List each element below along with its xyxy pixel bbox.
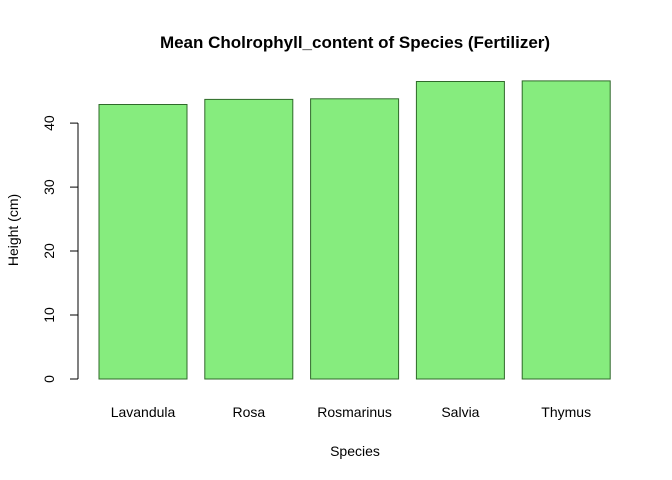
x-tick-labels: Lavandula Rosa Rosmarinus Salvia Thymus bbox=[111, 404, 591, 420]
y-axis-label: Height (cm) bbox=[5, 194, 21, 266]
chart-title: Mean Cholrophyll_content of Species (Fer… bbox=[160, 33, 550, 52]
bar-rosmarinus bbox=[310, 98, 400, 380]
y-tick-label: 10 bbox=[41, 307, 57, 323]
y-tick-label: 30 bbox=[41, 179, 57, 195]
y-tick-label: 0 bbox=[41, 375, 57, 383]
y-tick-label: 40 bbox=[41, 115, 57, 131]
y-axis: 0 10 20 30 40 bbox=[41, 115, 79, 383]
bar-salvia bbox=[415, 81, 505, 380]
bar-rosa bbox=[204, 98, 294, 380]
y-tick-label: 20 bbox=[41, 243, 57, 259]
x-tick-label: Salvia bbox=[441, 404, 479, 420]
x-tick-label: Thymus bbox=[541, 404, 591, 420]
x-tick-label: Rosmarinus bbox=[317, 404, 392, 420]
bar-lavandula bbox=[98, 104, 188, 380]
x-tick-label: Lavandula bbox=[111, 404, 176, 420]
x-axis-label: Species bbox=[330, 443, 380, 459]
bar-thymus bbox=[521, 80, 611, 380]
bars-group bbox=[98, 80, 611, 380]
x-tick-label: Rosa bbox=[232, 404, 265, 420]
